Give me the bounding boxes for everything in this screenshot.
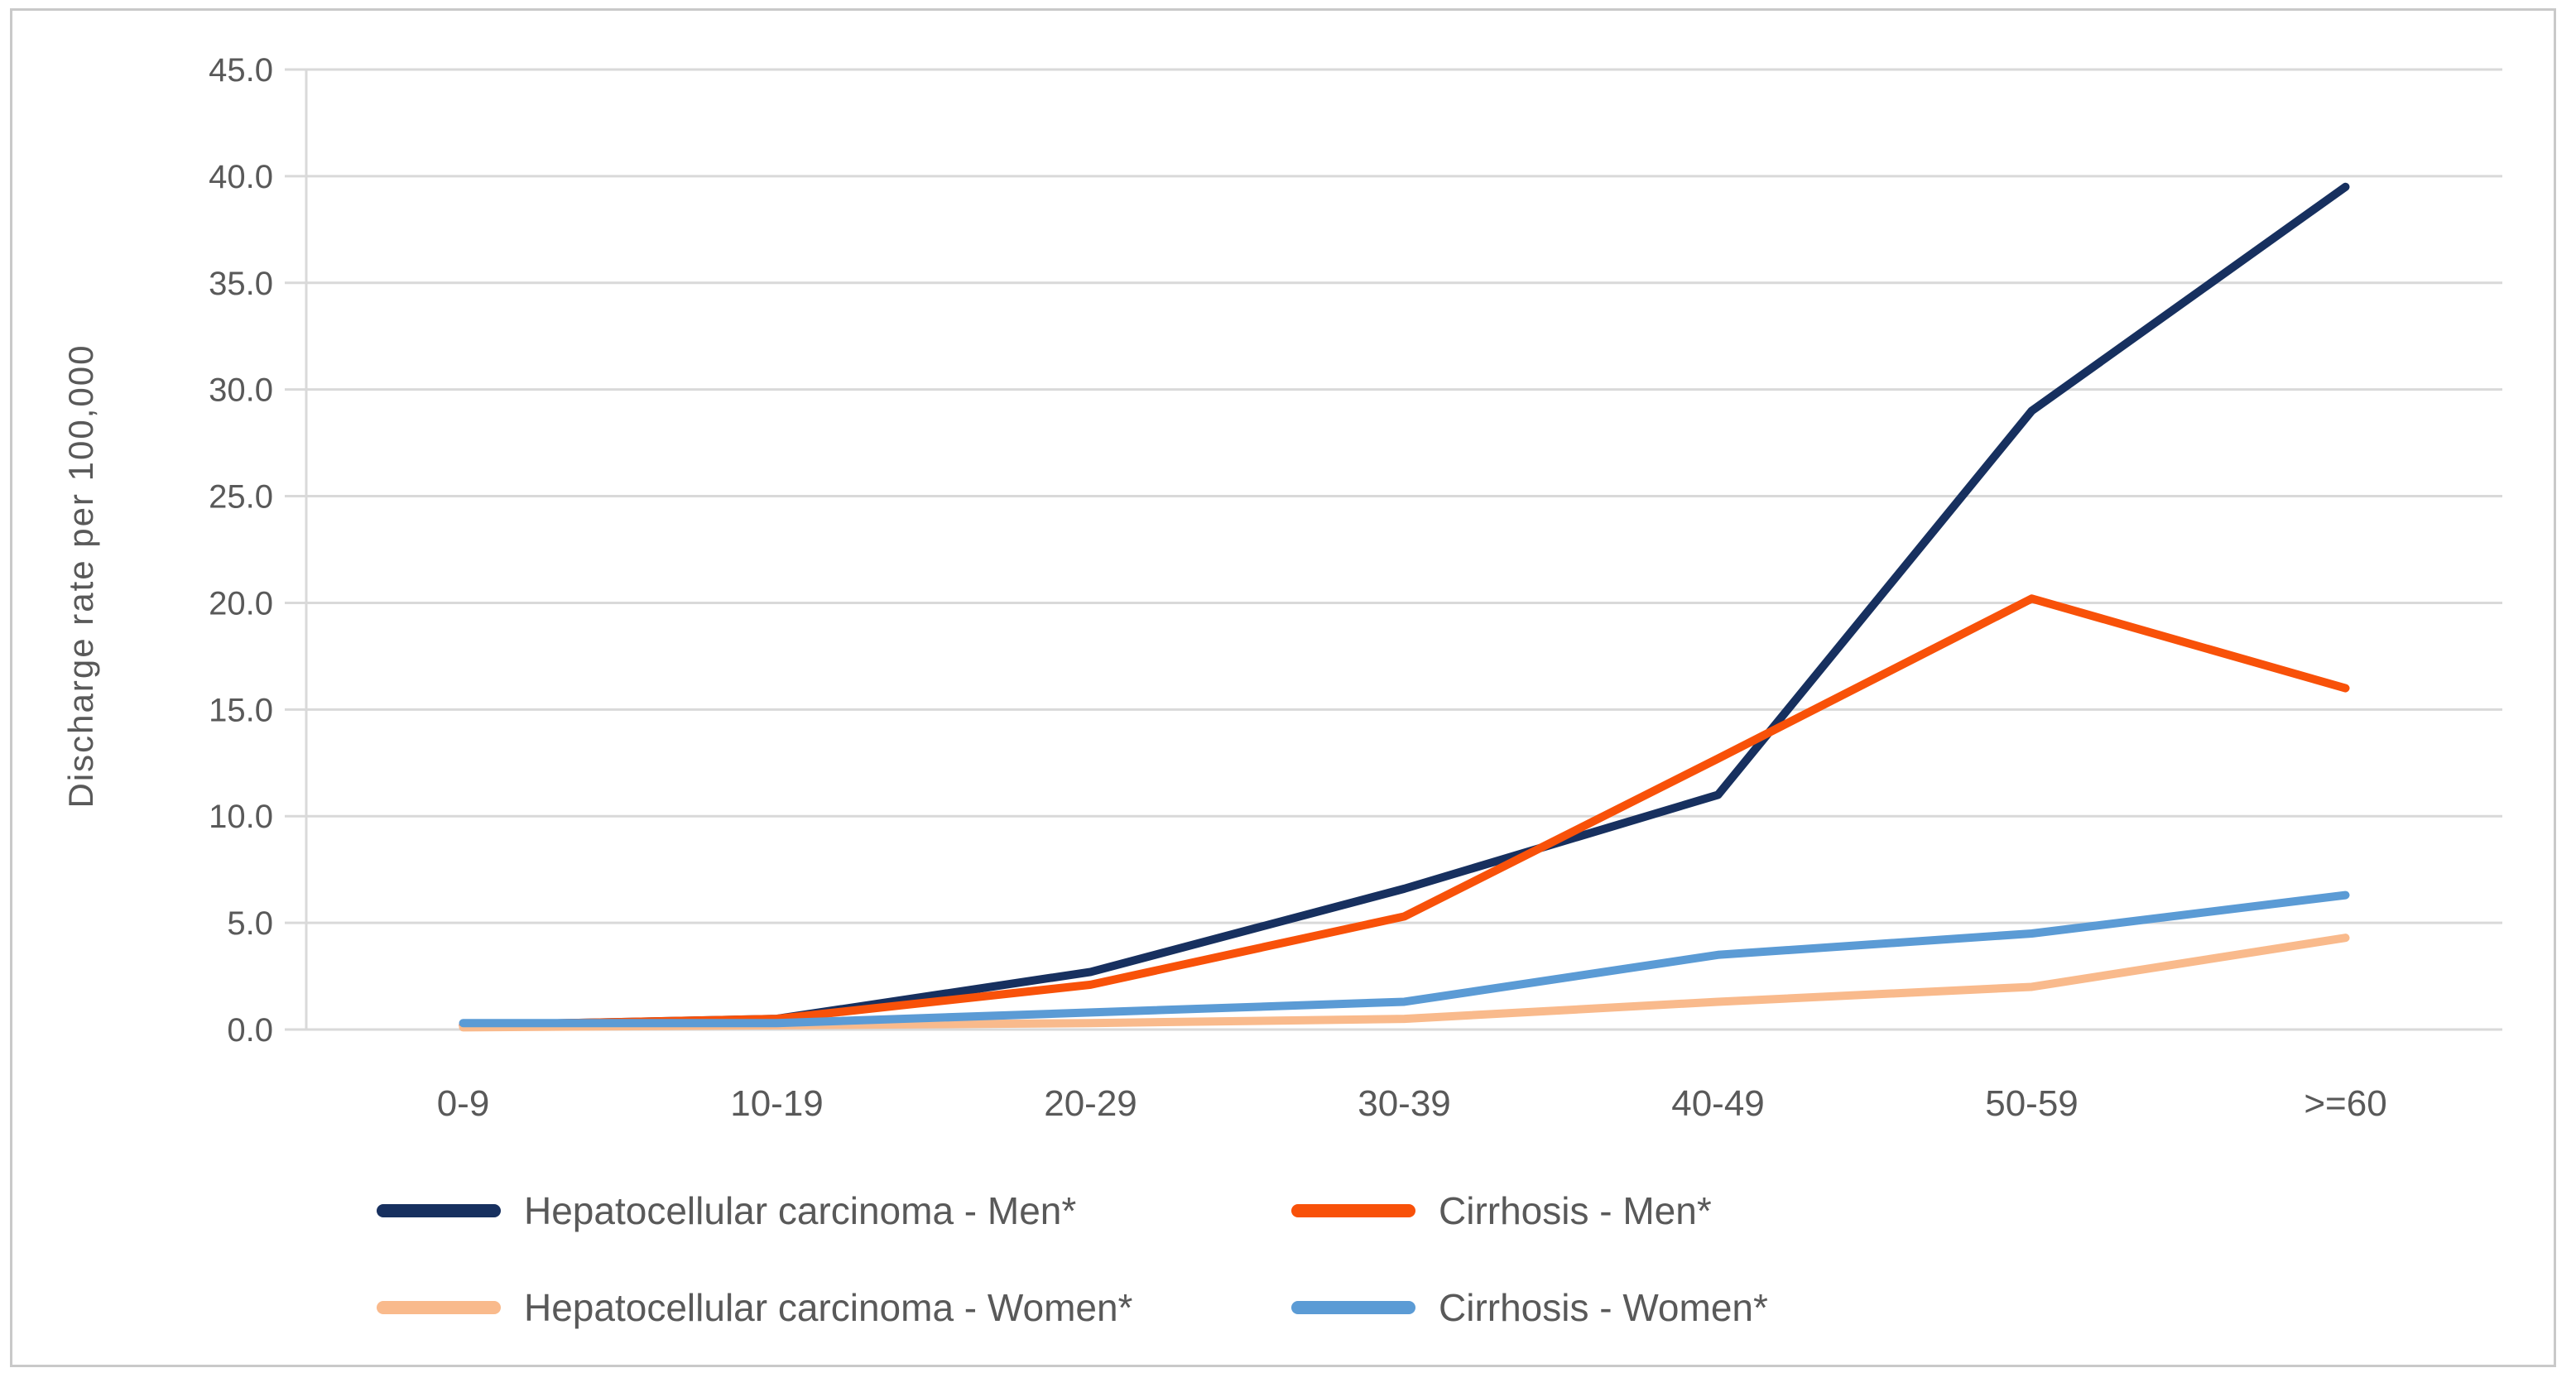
legend-marker-cirrhosis-women (1291, 1301, 1415, 1314)
y-axis-tick-label: 5.0 (227, 905, 273, 942)
y-axis-tick-label: 45.0 (209, 52, 273, 89)
y-axis-tick-label: 40.0 (209, 159, 273, 195)
x-axis-label: 0-9 (437, 1083, 490, 1124)
x-axis-label: 20-29 (1044, 1083, 1137, 1124)
y-axis-tick-label: 15.0 (209, 692, 273, 728)
legend-item-hcc-women: Hepatocellular carcinoma - Women* (377, 1281, 1132, 1334)
y-axis-tick-label: 10.0 (209, 799, 273, 835)
legend-item-hcc-men: Hepatocellular carcinoma - Men* (377, 1184, 1076, 1237)
x-axis-label: 10-19 (730, 1083, 824, 1124)
y-axis-title: Discharge rate per 100,000 (61, 343, 100, 809)
chart-outer-border (10, 8, 2556, 1367)
legend-marker-hcc-women (377, 1301, 501, 1314)
x-axis-label: >=60 (2304, 1083, 2386, 1124)
legend-marker-cirrhosis-men (1291, 1204, 1415, 1217)
y-axis-tick-label: 0.0 (227, 1012, 273, 1049)
y-axis-tick-label: 30.0 (209, 372, 273, 409)
y-axis-tick-label: 20.0 (209, 585, 273, 622)
x-axis-label: 30-39 (1358, 1083, 1451, 1124)
legend-label: Hepatocellular carcinoma - Women* (524, 1286, 1133, 1329)
legend-item-cirrhosis-men: Cirrhosis - Men* (1291, 1184, 1712, 1237)
legend-label: Cirrhosis - Men* (1439, 1189, 1712, 1232)
series-line-3 (459, 890, 2350, 1028)
legend-item-cirrhosis-women: Cirrhosis - Women* (1291, 1281, 1768, 1334)
legend-label: Cirrhosis - Women* (1439, 1286, 1768, 1329)
legend-label: Hepatocellular carcinoma - Men* (524, 1189, 1077, 1232)
legend-marker-hcc-men (377, 1204, 501, 1217)
y-axis-tick-label: 35.0 (209, 266, 273, 302)
x-axis-label: 40-49 (1671, 1083, 1765, 1124)
series-line-1 (459, 594, 2350, 1030)
series-line-2 (459, 934, 2350, 1032)
x-axis-label: 50-59 (1985, 1083, 2079, 1124)
y-axis-tick-label: 25.0 (209, 479, 273, 516)
